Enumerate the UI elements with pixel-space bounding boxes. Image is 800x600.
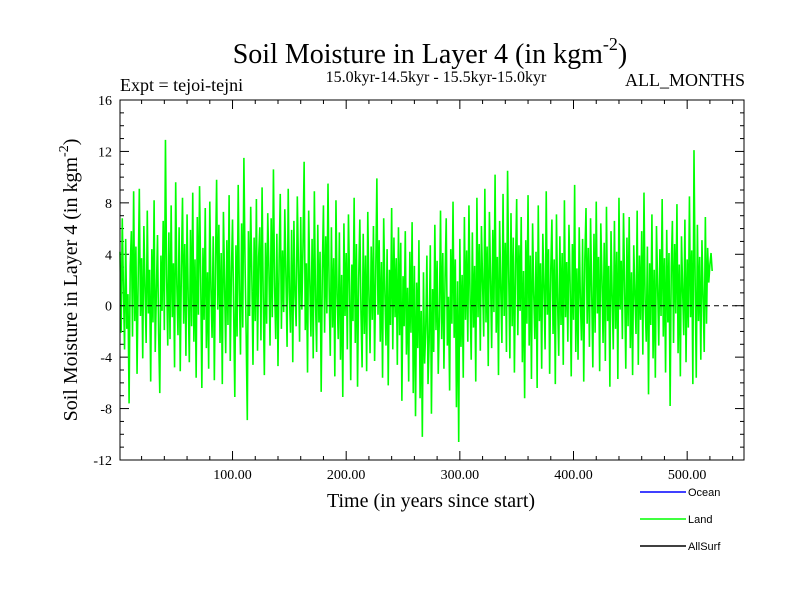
svg-text:Soil Moisture in Layer 4 (in k: Soil Moisture in Layer 4 (in kgm-2) — [57, 139, 82, 422]
y-axis-label: Soil Moisture in Layer 4 (in kgm-2) — [57, 139, 82, 422]
y-tick-label: 8 — [105, 197, 112, 212]
y-tick-label: -8 — [100, 403, 112, 418]
y-tick-label: 4 — [105, 248, 112, 263]
experiment-label: Expt = tejoi-tejni — [120, 75, 243, 95]
y-axis-label-main: Soil Moisture in Layer 4 (in kgm — [60, 157, 82, 422]
x-axis-label: Time (in years since start) — [327, 490, 535, 512]
x-tick-label: 400.00 — [554, 468, 593, 483]
series-line-land — [119, 139, 713, 443]
plot-frame — [119, 99, 745, 461]
legend-label-land: Land — [688, 514, 712, 526]
x-tick-label: 500.00 — [668, 468, 707, 483]
x-tick-label: 100.00 — [213, 468, 252, 483]
x-tick-label: 300.00 — [441, 468, 480, 483]
chart-title-superscript: -2 — [603, 34, 618, 54]
legend-label-allsurf: AllSurf — [688, 541, 721, 553]
y-tick-label: 16 — [98, 94, 112, 109]
y-axis-label-superscript: -2 — [57, 145, 72, 157]
months-label: ALL_MONTHS — [625, 70, 745, 90]
x-tick-label: 200.00 — [327, 468, 366, 483]
legend-label-ocean: Ocean — [688, 487, 720, 499]
plot-area: -12 -8 -4 0 4 8 12 16 100.00 200.00 300.00 400.00 50… — [93, 94, 744, 483]
y-tick-label: 12 — [98, 145, 112, 160]
period-label: 15.0kyr-14.5kyr - 15.5kyr-15.0kyr — [326, 69, 547, 86]
y-tick-label: -12 — [93, 454, 112, 469]
chart-title: Soil Moisture in Layer 4 (in kgm-2) — [233, 34, 628, 70]
chart-title-main: Soil Moisture in Layer 4 (in kgm — [233, 39, 603, 70]
legend: Ocean Land AllSurf — [640, 487, 721, 553]
y-tick-label: 0 — [105, 300, 112, 315]
y-tick-label: -4 — [100, 351, 112, 366]
y-axis-label-close: ) — [60, 139, 82, 146]
chart-title-close: ) — [618, 39, 627, 70]
